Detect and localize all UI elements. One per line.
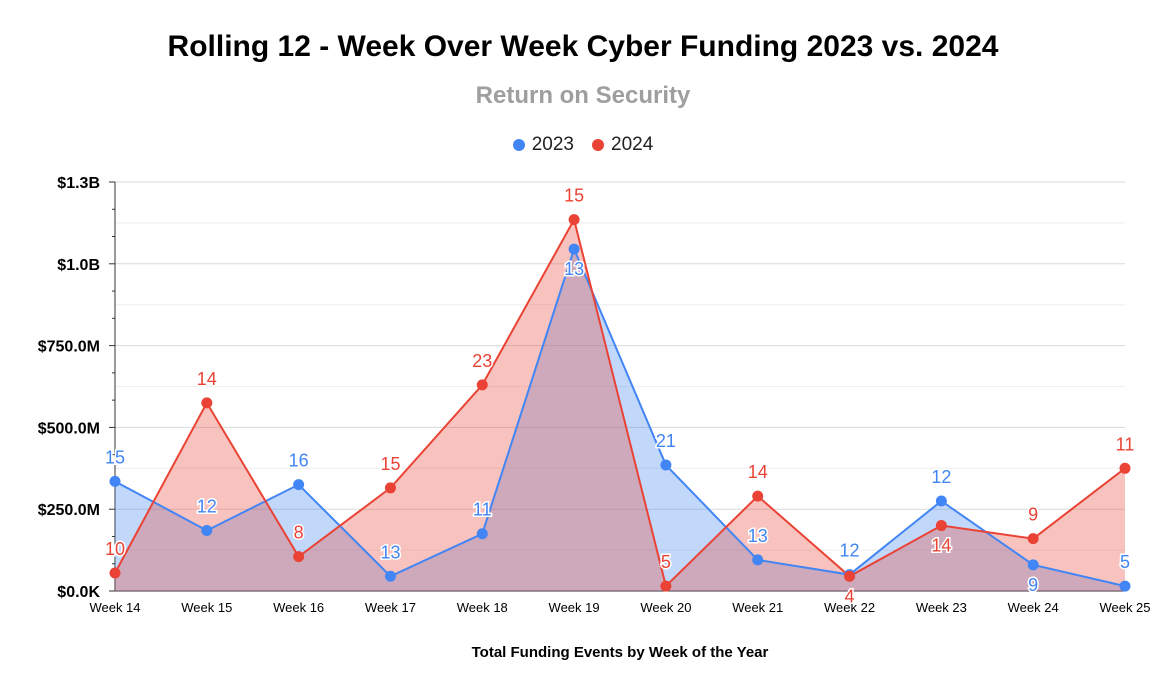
- x-tick-label: Week 16: [273, 600, 324, 615]
- point-2023: [384, 570, 396, 582]
- point-2024: [109, 567, 121, 579]
- x-tick-label: Week 25: [1099, 600, 1150, 615]
- legend-label-2023: 2023: [531, 134, 574, 155]
- point-2023: [568, 243, 580, 255]
- x-tick-label: Week 24: [1008, 600, 1059, 615]
- x-tick-label: Week 21: [732, 600, 783, 615]
- x-tick-label: Week 22: [824, 600, 875, 615]
- data-label-2023: 15: [105, 447, 125, 467]
- legend-label-2024: 2024: [611, 134, 654, 155]
- data-label-2024: 14: [197, 369, 217, 389]
- legend-marker-2023: [512, 139, 525, 151]
- point-2024: [752, 490, 764, 502]
- point-2024: [568, 214, 580, 226]
- y-tick-label: $1.0B: [57, 257, 100, 274]
- y-tick-label: $0.0K: [57, 584, 100, 601]
- data-label-2023: 13: [380, 542, 400, 562]
- data-label-2024: 14: [931, 536, 951, 556]
- x-tick-label: Week 20: [640, 600, 691, 615]
- point-2023: [752, 554, 764, 566]
- point-2024: [1027, 533, 1039, 545]
- data-label-2024: 14: [748, 462, 768, 482]
- point-2024: [844, 570, 856, 582]
- point-2023: [201, 524, 213, 536]
- x-axis-title: Total Funding Events by Week of the Year: [471, 644, 769, 661]
- legend-marker-2024: [592, 139, 604, 151]
- point-2023: [476, 528, 488, 540]
- data-label-2024: 9: [1028, 505, 1038, 525]
- x-tick-label: Week 18: [457, 600, 508, 615]
- data-label-2023: 12: [197, 496, 217, 516]
- data-label-2024: 11: [1116, 434, 1135, 454]
- area-2023: [115, 249, 1125, 592]
- point-2024: [660, 580, 672, 592]
- data-label-2023: 13: [564, 259, 584, 279]
- point-2023: [935, 495, 947, 507]
- point-2023: [109, 475, 121, 487]
- point-2024: [384, 482, 396, 494]
- x-tick-label: Week 19: [549, 600, 600, 615]
- point-2023: [1027, 559, 1039, 571]
- point-2023: [293, 479, 305, 491]
- legend-item-2023: 2023: [512, 134, 574, 156]
- data-label-2023: 9: [1028, 575, 1038, 595]
- line-2023: [114, 246, 1126, 588]
- x-tick-label: Week 15: [181, 600, 232, 615]
- data-label-2024: 4: [845, 586, 855, 606]
- line-2024: [114, 216, 1126, 589]
- chart-title: Rolling 12 - Week Over Week Cyber Fundin…: [167, 30, 999, 63]
- x-tick-label: Week 23: [916, 600, 967, 615]
- data-label-2024: 15: [380, 454, 400, 474]
- data-label-2023: 13: [748, 526, 768, 546]
- data-label-2023: 12: [840, 541, 860, 561]
- data-label-2023: 5: [1120, 552, 1130, 572]
- legend-item-2024: 2024: [592, 134, 653, 156]
- point-2024: [935, 520, 947, 532]
- data-label-2024: 5: [661, 552, 671, 572]
- chart-subtitle: Return on Security: [475, 82, 691, 109]
- point-2024: [476, 379, 488, 391]
- y-tick-label: $250.0M: [38, 502, 100, 519]
- data-label-2023: 12: [931, 467, 951, 487]
- y-tick-label: $500.0M: [38, 420, 100, 437]
- chart-legend: 2023 2024: [0, 134, 1166, 156]
- point-2024: [201, 397, 213, 409]
- y-tick-label: $1.3B: [57, 175, 100, 192]
- data-label-2023: 11: [473, 500, 492, 520]
- data-label-2024: 8: [294, 523, 304, 543]
- data-label-2023: 16: [289, 451, 309, 471]
- data-label-2024: 15: [564, 186, 584, 206]
- y-tick-label: $750.0M: [38, 339, 100, 356]
- x-tick-label: Week 17: [365, 600, 416, 615]
- point-2023: [1119, 580, 1131, 592]
- point-2024: [293, 551, 305, 563]
- data-label-2024: 23: [472, 351, 492, 371]
- data-label-2024: 10: [105, 539, 125, 559]
- x-tick-label: Week 14: [89, 600, 140, 615]
- point-2024: [1119, 462, 1131, 474]
- point-2023: [660, 459, 672, 471]
- data-label-2023: 21: [656, 431, 676, 451]
